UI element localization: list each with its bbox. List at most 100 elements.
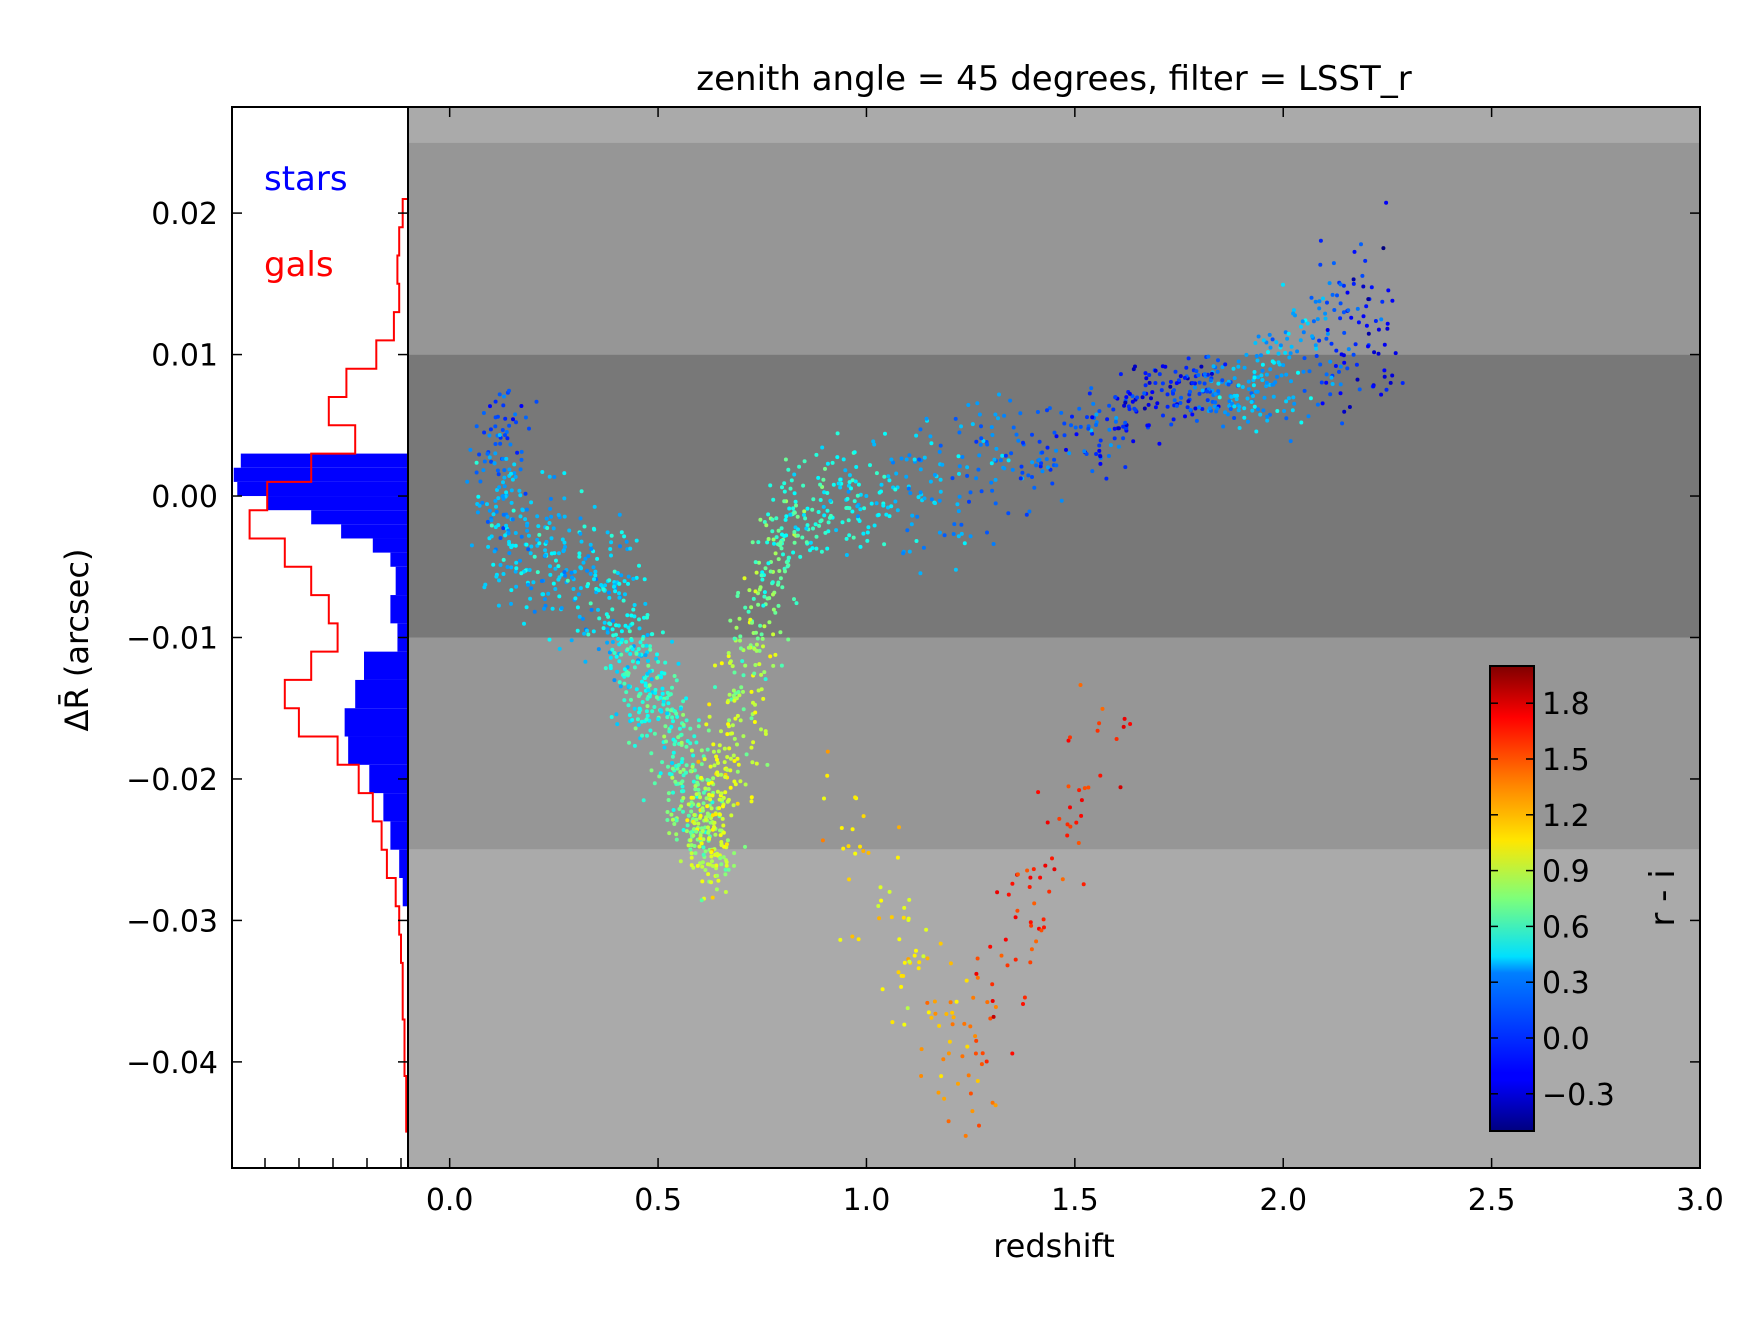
scatter-point bbox=[816, 475, 821, 480]
scatter-point bbox=[723, 867, 728, 872]
scatter-point bbox=[749, 795, 754, 800]
scatter-point bbox=[681, 796, 686, 800]
scatter-point bbox=[765, 762, 770, 767]
scatter-point bbox=[543, 553, 547, 558]
scatter-point bbox=[549, 536, 554, 541]
scatter-point bbox=[716, 773, 720, 777]
scatter-point bbox=[1242, 415, 1247, 420]
scatter-point bbox=[1097, 409, 1102, 414]
scatter-point bbox=[487, 508, 492, 513]
scatter-point bbox=[1314, 354, 1319, 358]
scatter-point bbox=[881, 503, 886, 508]
scatter-point bbox=[993, 477, 998, 482]
scatter-point bbox=[1385, 326, 1390, 331]
scatter-point bbox=[1229, 394, 1234, 399]
gals-step-line bbox=[248, 197, 408, 1133]
scatter-point bbox=[703, 817, 708, 822]
scatter-point bbox=[821, 504, 826, 509]
scatter-point bbox=[751, 740, 756, 745]
scatter-point bbox=[1011, 425, 1016, 430]
scatter-point bbox=[562, 514, 567, 519]
scatter-point bbox=[992, 457, 997, 462]
scatter-point bbox=[778, 576, 783, 581]
stars-bar bbox=[341, 524, 408, 539]
scatter-point bbox=[609, 715, 614, 719]
scatter-point bbox=[1318, 238, 1323, 243]
scatter-point bbox=[644, 643, 649, 648]
scatter-point bbox=[542, 597, 547, 602]
scatter-point bbox=[537, 541, 542, 546]
scatter-point bbox=[601, 587, 606, 592]
scatter-point bbox=[1144, 376, 1149, 381]
scatter-point bbox=[1268, 412, 1272, 417]
scatter-point bbox=[509, 588, 514, 593]
scatter-point bbox=[763, 729, 768, 734]
scatter-point bbox=[1084, 452, 1089, 456]
scatter-point bbox=[1236, 359, 1241, 364]
scatter-point bbox=[759, 687, 764, 692]
scatter-point bbox=[497, 578, 501, 583]
scatter-point bbox=[1054, 448, 1059, 453]
y-tick-label: 0.01 bbox=[151, 339, 218, 374]
scatter-point bbox=[985, 530, 989, 535]
scatter-point bbox=[506, 531, 511, 536]
scatter-point bbox=[1020, 470, 1025, 475]
scatter-point bbox=[1228, 407, 1233, 411]
scatter-point bbox=[485, 519, 490, 524]
scatter-point bbox=[965, 1044, 970, 1049]
scatter-point bbox=[985, 1000, 990, 1005]
scatter-point bbox=[632, 743, 637, 748]
scatter-point bbox=[723, 790, 728, 795]
scatter-point bbox=[711, 742, 716, 747]
scatter-point bbox=[904, 474, 909, 479]
scatter-point bbox=[1208, 378, 1213, 383]
stars-bar bbox=[355, 679, 408, 709]
scatter-point bbox=[861, 814, 866, 819]
scatter-point bbox=[641, 798, 646, 803]
scatter-point bbox=[732, 736, 737, 741]
scatter-point bbox=[699, 898, 704, 903]
scatter-point bbox=[803, 516, 808, 521]
scatter-point bbox=[975, 975, 980, 980]
scatter-point bbox=[1223, 410, 1228, 415]
scatter-point bbox=[481, 468, 486, 473]
scatter-point bbox=[706, 825, 710, 830]
scatter-point bbox=[737, 616, 742, 621]
scatter-point bbox=[465, 479, 470, 484]
scatter-point bbox=[686, 813, 691, 818]
scatter-point bbox=[547, 474, 552, 479]
scatter-point bbox=[557, 594, 562, 599]
scatter-point bbox=[1252, 375, 1257, 380]
scatter-point bbox=[1043, 863, 1048, 868]
legend-stars: stars bbox=[264, 159, 348, 199]
scatter-point bbox=[689, 863, 694, 868]
scatter-point bbox=[973, 1034, 978, 1039]
scatter-point bbox=[768, 569, 773, 574]
scatter-point bbox=[519, 449, 524, 454]
scatter-point bbox=[573, 596, 578, 601]
scatter-point bbox=[730, 664, 735, 669]
scatter-point bbox=[1010, 1051, 1015, 1056]
scatter-point bbox=[876, 904, 881, 908]
scatter-point bbox=[864, 494, 869, 498]
scatter-point bbox=[684, 770, 688, 775]
scatter-point bbox=[1265, 418, 1270, 423]
scatter-point bbox=[570, 575, 575, 580]
scatter-point bbox=[1351, 277, 1356, 282]
scatter-point bbox=[681, 773, 686, 778]
scatter-point bbox=[917, 457, 922, 462]
scatter-point bbox=[933, 1011, 938, 1016]
scatter-point bbox=[1329, 375, 1334, 380]
scatter-point bbox=[1149, 396, 1153, 401]
scatter-point bbox=[1355, 306, 1360, 311]
scatter-point bbox=[670, 685, 674, 690]
scatter-point bbox=[1330, 382, 1335, 386]
scatter-point bbox=[542, 606, 547, 611]
scatter-point bbox=[501, 512, 506, 517]
scatter-point bbox=[619, 652, 624, 657]
scatter-point bbox=[1197, 405, 1202, 410]
scatter-point bbox=[640, 679, 644, 684]
scatter-point bbox=[889, 915, 894, 920]
scatter-point bbox=[1074, 820, 1079, 825]
scatter-point bbox=[710, 895, 715, 900]
